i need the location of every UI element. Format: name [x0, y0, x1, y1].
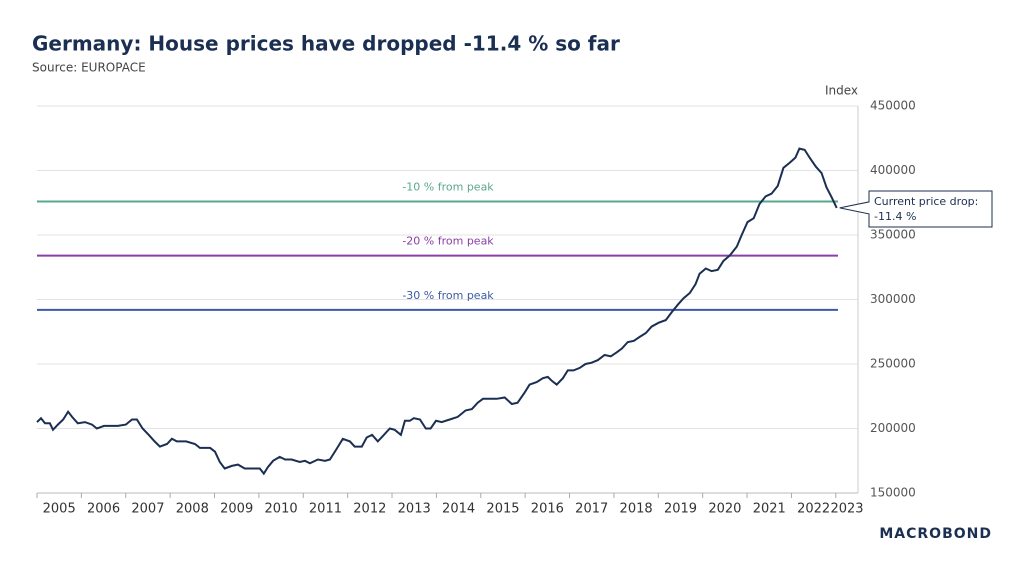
x-tick-label: 2006: [87, 502, 120, 517]
x-tick-label: 2007: [131, 502, 164, 517]
y-tick-label: 150000: [870, 486, 916, 500]
y-tick-label: 300000: [870, 292, 916, 306]
y-tick-label: 350000: [870, 228, 916, 242]
y-axis-label: Index: [825, 84, 858, 98]
y-tick-label: 200000: [870, 421, 916, 435]
chart-subtitle: Source: EUROPACE: [32, 61, 146, 75]
x-tick-label: 2020: [708, 502, 741, 517]
x-tick-label: 2017: [575, 502, 608, 517]
chart-title: Germany: House prices have dropped -11.4…: [32, 32, 620, 56]
annotation-text: Current price drop:: [874, 195, 978, 208]
x-tick-label: 2012: [353, 502, 386, 517]
x-tick-label: 2015: [486, 502, 519, 517]
brand-logo: MACROBOND: [879, 526, 992, 542]
reference-label: -20 % from peak: [402, 235, 494, 248]
annotation-text: -11.4 %: [874, 210, 916, 223]
x-tick-label: 2011: [309, 502, 342, 517]
reference-label: -10 % from peak: [402, 180, 494, 193]
x-tick-label: 2022: [797, 502, 830, 517]
x-tick-label: 2023: [830, 502, 863, 517]
x-tick-label: 2008: [176, 502, 209, 517]
y-tick-label: 250000: [870, 357, 916, 371]
x-tick-label: 2018: [620, 502, 653, 517]
y-tick-label: 400000: [870, 163, 916, 177]
reference-label: -30 % from peak: [402, 289, 494, 302]
x-tick-label: 2005: [43, 502, 76, 517]
price-line: [36, 147, 838, 476]
x-tick-label: 2021: [753, 502, 786, 517]
x-tick-label: 2016: [531, 502, 564, 517]
annotation-box: [839, 190, 993, 228]
x-tick-label: 2010: [265, 502, 298, 517]
y-tick-label: 450000: [870, 99, 916, 113]
x-tick-label: 2013: [398, 502, 431, 517]
x-tick-label: 2014: [442, 502, 475, 517]
x-tick-label: 2009: [220, 502, 253, 517]
x-tick-label: 2019: [664, 502, 697, 517]
